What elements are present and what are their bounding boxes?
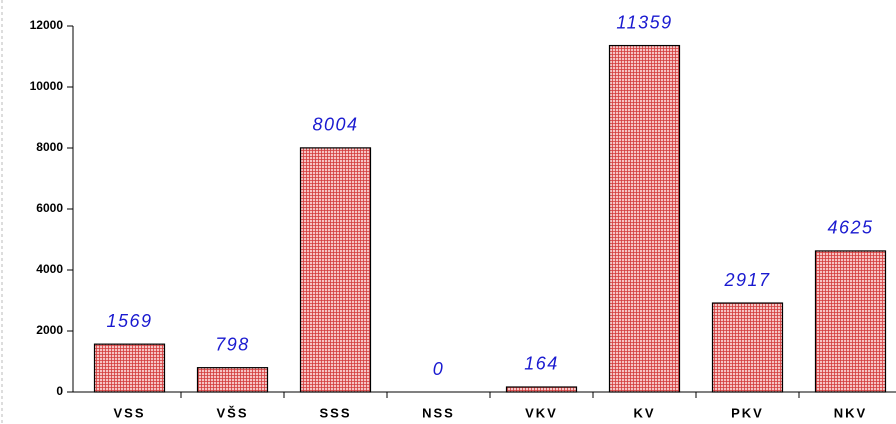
x-tick-label: VKV — [525, 405, 558, 420]
y-tick-label: 2000 — [36, 323, 63, 337]
value-label: 11359 — [616, 12, 672, 32]
bar — [299, 147, 372, 393]
y-tick-label: 10000 — [30, 79, 64, 93]
bar — [608, 44, 681, 393]
bar — [505, 386, 578, 393]
x-tick-label: VŠS — [216, 405, 248, 420]
value-label: 8004 — [312, 115, 358, 135]
y-tick-label: 8000 — [36, 140, 63, 154]
x-tick-label: VSS — [113, 405, 145, 420]
x-tick-label: NKV — [834, 405, 867, 420]
value-label: 1569 — [106, 311, 152, 331]
y-tick-label: 0 — [56, 384, 63, 398]
bar — [814, 250, 887, 393]
value-label: 2917 — [723, 270, 770, 290]
y-tick-label: 4000 — [36, 262, 63, 276]
bar — [93, 343, 166, 393]
value-label: 4625 — [827, 218, 873, 238]
y-tick-label: 12000 — [30, 18, 64, 32]
x-tick-label: KV — [633, 405, 655, 420]
bar — [196, 367, 269, 393]
x-tick-label: SSS — [319, 405, 351, 420]
x-tick-label: NSS — [422, 405, 455, 420]
y-tick-label: 6000 — [36, 201, 63, 215]
value-label: 0 — [433, 359, 445, 379]
value-label: 164 — [524, 354, 559, 374]
x-tick-label: PKV — [731, 405, 764, 420]
value-label: 798 — [215, 334, 250, 354]
bar — [711, 302, 784, 393]
